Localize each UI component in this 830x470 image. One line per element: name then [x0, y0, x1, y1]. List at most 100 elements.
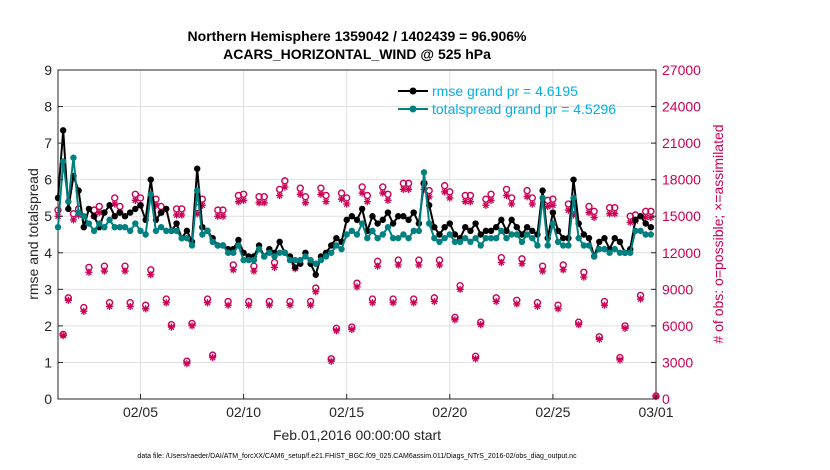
- obs-assimilated-marker: [307, 301, 315, 309]
- obs-assimilated-marker: [229, 266, 237, 274]
- y-tick-label: 8: [44, 99, 52, 115]
- obs-possible-marker: [136, 194, 145, 202]
- totalspread-point: [637, 227, 644, 235]
- totalspread-point: [59, 158, 67, 165]
- obs-assimilated-marker: [585, 208, 593, 217]
- totalspread-point: [132, 220, 139, 227]
- totalspread-point: [271, 253, 278, 260]
- y-tick-label: 7: [44, 135, 52, 151]
- totalspread-point: [611, 245, 618, 253]
- rmse-point: [637, 213, 644, 220]
- obs-possible-marker: [440, 182, 449, 190]
- totalspread-point: [173, 227, 180, 235]
- obs-assimilated-marker: [399, 185, 407, 194]
- obs-assimilated-marker: [616, 356, 624, 364]
- obs-assimilated-marker: [461, 198, 469, 206]
- totalspread-point: [420, 169, 428, 176]
- totalspread-point: [333, 242, 340, 249]
- obs-assimilated-marker: [647, 213, 655, 222]
- obs-assimilated-marker: [580, 273, 588, 281]
- totalspread-point: [534, 242, 541, 249]
- obs-assimilated-marker: [147, 271, 155, 279]
- rmse-point: [374, 220, 381, 227]
- obs-assimilated-marker: [265, 301, 273, 309]
- obs-assimilated-marker: [312, 288, 320, 296]
- rmse-point: [410, 209, 417, 216]
- totalspread-point: [245, 256, 252, 264]
- totalspread-point: [508, 231, 515, 238]
- rmse-point: [451, 231, 459, 238]
- totalspread-point: [456, 238, 464, 246]
- totalspread-point: [235, 242, 242, 249]
- totalspread-point: [627, 249, 634, 256]
- obs-assimilated-marker: [549, 201, 557, 209]
- totalspread-point: [317, 256, 325, 264]
- rmse-point: [353, 216, 361, 224]
- totalspread-point: [255, 245, 263, 253]
- totalspread-point: [590, 253, 598, 260]
- totalspread-point: [297, 256, 304, 264]
- rmse-point: [65, 205, 72, 213]
- rmse-point: [508, 216, 515, 224]
- totalspread-point: [219, 242, 227, 249]
- rmse-point: [642, 220, 649, 227]
- obs-assimilated-marker: [219, 212, 227, 220]
- totalspread-point: [70, 154, 77, 161]
- totalspread-point: [379, 231, 386, 238]
- obs-assimilated-marker: [394, 261, 402, 269]
- totalspread-point: [168, 227, 175, 235]
- totalspread-point: [106, 216, 113, 224]
- y2-tick-label: 3000: [662, 354, 693, 370]
- obs-assimilated-marker: [327, 357, 335, 365]
- y-tick-label: 1: [44, 354, 52, 370]
- obs-assimilated-marker: [59, 332, 67, 340]
- totalspread-point: [250, 256, 258, 264]
- rmse-point: [183, 227, 191, 235]
- obs-assimilated-marker: [446, 194, 454, 202]
- legend-rmse-label: rmse grand pr = 4.6195: [432, 83, 578, 99]
- rmse-point: [276, 238, 283, 246]
- y-tick-label: 3: [44, 281, 52, 297]
- rmse-point: [343, 216, 350, 224]
- totalspread-point: [101, 223, 108, 231]
- totalspread-point: [230, 249, 237, 256]
- rmse-point: [616, 238, 624, 246]
- legend-rmse-marker: [409, 87, 417, 95]
- totalspread-point: [632, 227, 639, 235]
- rmse-point: [132, 205, 139, 213]
- rmse-point: [395, 213, 402, 220]
- totalspread-point: [142, 231, 149, 238]
- obs-assimilated-marker: [337, 195, 346, 203]
- totalspread-point: [291, 256, 299, 264]
- totalspread-point: [286, 256, 294, 264]
- obs-assimilated-marker: [425, 193, 433, 201]
- totalspread-point: [163, 227, 170, 235]
- rmse-point: [400, 213, 407, 220]
- obs-assimilated-marker: [600, 301, 609, 309]
- obs-assimilated-marker: [477, 321, 485, 329]
- plot-area: [57, 69, 657, 400]
- rmse-point: [529, 227, 536, 235]
- totalspread-point: [374, 234, 381, 242]
- totalspread-point: [183, 234, 191, 242]
- obs-possible-marker: [487, 190, 495, 198]
- obs-assimilated-marker: [528, 200, 536, 208]
- obs-possible-marker: [322, 191, 330, 200]
- obs-count-layer: [54, 177, 660, 401]
- obs-assimilated-marker: [276, 191, 284, 200]
- obs-assimilated-marker: [544, 202, 552, 211]
- totalspread-point: [472, 234, 479, 242]
- totalspread-point: [539, 194, 546, 202]
- obs-assimilated-marker: [255, 199, 263, 207]
- obs-assimilated-marker: [487, 196, 495, 204]
- rmse-point: [147, 176, 154, 183]
- obs-possible-marker: [337, 189, 346, 197]
- legend-spread-label: totalspread grand pr = 4.5296: [432, 101, 616, 117]
- totalspread-point: [503, 234, 510, 242]
- obs-assimilated-marker: [508, 200, 516, 208]
- rmse-point: [492, 223, 500, 231]
- obs-assimilated-marker: [430, 297, 438, 306]
- x-tick-label: 02/05: [123, 404, 158, 420]
- rmse-point: [503, 227, 510, 235]
- obs-assimilated-marker: [441, 188, 449, 196]
